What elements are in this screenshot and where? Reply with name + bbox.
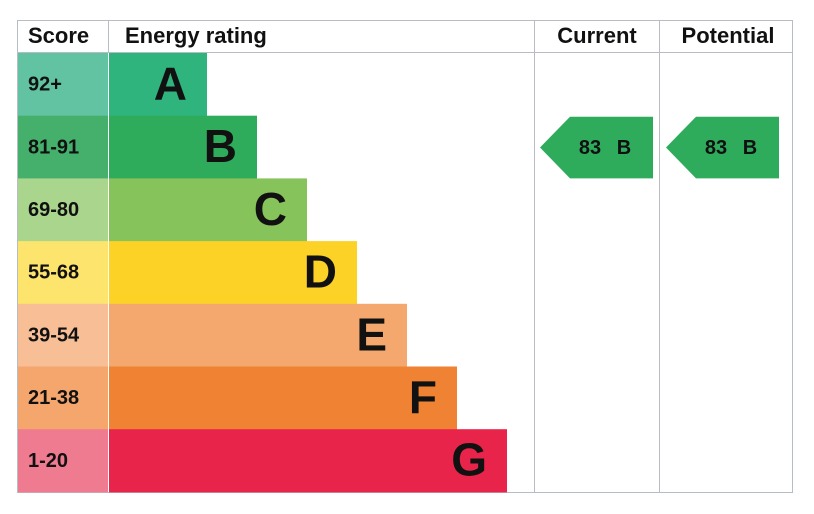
band-letter: E [356,308,387,360]
score-cell [18,178,108,242]
frame [17,20,793,493]
score-label: 1-20 [28,450,68,472]
score-cell [18,115,108,179]
score-cell [18,366,108,430]
band-bar [109,241,357,305]
score-cell [18,241,108,305]
score-label: 21-38 [28,387,79,409]
band-letter: D [304,246,337,298]
band-letter: C [254,183,287,235]
band-bar [109,429,507,493]
score-cell [18,429,108,493]
band-letter: B [204,120,237,172]
score-label: 92+ [28,74,62,96]
current-value: 83 [579,137,601,159]
potential-value: 83 [705,137,727,159]
band-bar [109,115,257,179]
band-bar [109,53,207,117]
score-cell [18,303,108,367]
header-score: Score [28,23,89,48]
current-band: B [617,137,631,159]
score-label: 69-80 [28,199,79,221]
band-letter: G [451,434,487,486]
header-potential: Potential [682,23,775,48]
header-rating: Energy rating [125,23,267,48]
score-label: 81-91 [28,136,79,158]
header-current: Current [557,23,637,48]
potential-band: B [743,137,757,159]
current-arrow [540,116,653,179]
band-bar [109,178,307,242]
score-label: 55-68 [28,262,79,284]
score-label: 39-54 [28,324,80,346]
band-bar [109,366,457,430]
potential-arrow [666,116,779,179]
score-cell [18,53,108,117]
band-letter: A [154,58,187,110]
band-letter: F [409,371,437,423]
band-bar [109,303,407,367]
